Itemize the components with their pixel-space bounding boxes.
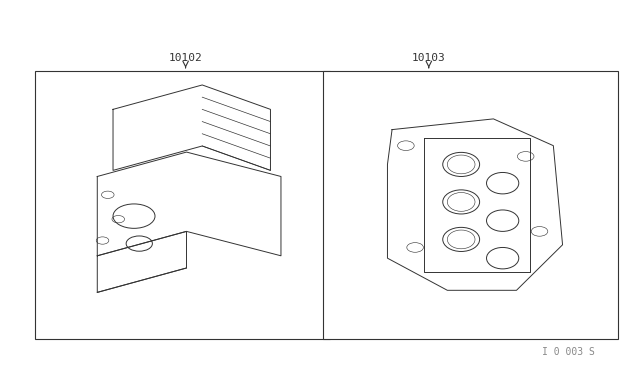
Bar	[323, 71, 618, 339]
Text: I 0 003 S: I 0 003 S	[542, 347, 595, 357]
Text: 10103: 10103	[412, 53, 445, 63]
Bar	[35, 71, 330, 339]
Text: 10102: 10102	[169, 53, 202, 63]
